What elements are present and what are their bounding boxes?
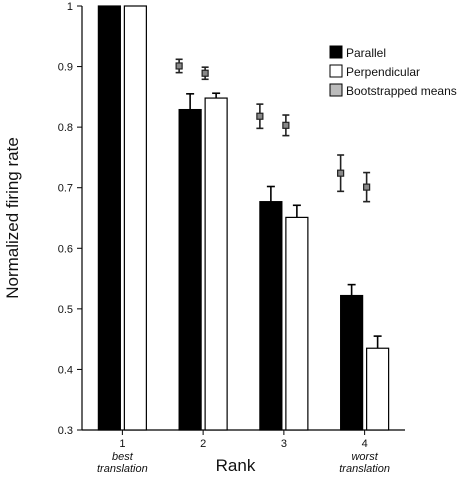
bootstrap-mean-marker	[363, 183, 371, 191]
y-tick-label: 0.6	[58, 243, 73, 255]
bar-parallel	[97, 5, 121, 431]
bar-parallel	[259, 201, 283, 431]
y-axis-title: Normalized firing rate	[3, 137, 22, 299]
bars	[97, 5, 390, 431]
legend-swatch	[329, 64, 343, 78]
x-tick-label: 3	[281, 438, 287, 450]
bar-perpendicular	[366, 347, 390, 431]
bar-perpendicular	[123, 5, 147, 431]
legend: Parallel Perpendicular Bootstrapped means	[329, 45, 457, 98]
bar-perpendicular	[204, 97, 228, 431]
legend-label: Bootstrapped means	[346, 84, 457, 98]
x-tick-sublabel: worst	[351, 451, 378, 463]
x-tick-sublabel: translation	[97, 463, 148, 475]
legend-label: Parallel	[346, 46, 386, 60]
y-tick-label: 1	[67, 1, 73, 13]
bootstrapped-means	[175, 58, 371, 203]
y-tick-label: 0.3	[58, 425, 73, 437]
y-tick-label: 0.5	[58, 304, 73, 316]
bar-perpendicular	[285, 216, 309, 431]
legend-swatch	[329, 45, 343, 59]
y-tick-label: 0.9	[58, 62, 73, 74]
bootstrap-mean-marker	[175, 62, 183, 70]
bootstrap-mean-marker	[201, 69, 209, 77]
y-tick-label: 0.8	[58, 122, 73, 134]
bootstrap-mean-marker	[337, 169, 345, 177]
y-tick-label: 0.7	[58, 183, 73, 195]
bootstrap-mean-marker	[282, 121, 290, 129]
legend-label: Perpendicular	[346, 65, 420, 79]
bootstrap-mean-marker	[256, 112, 264, 120]
bar-parallel	[178, 108, 202, 431]
bar-parallel	[340, 294, 364, 431]
y-tick-label: 0.4	[58, 364, 73, 376]
legend-swatch	[329, 83, 343, 97]
x-tick-sublabel: best	[112, 451, 134, 463]
x-tick-sublabel: translation	[339, 463, 390, 475]
x-tick-label: 2	[200, 438, 206, 450]
x-tick-label: 4	[362, 438, 368, 450]
x-axis-title: Rank	[216, 456, 256, 475]
x-tick-label: 1	[119, 438, 125, 450]
